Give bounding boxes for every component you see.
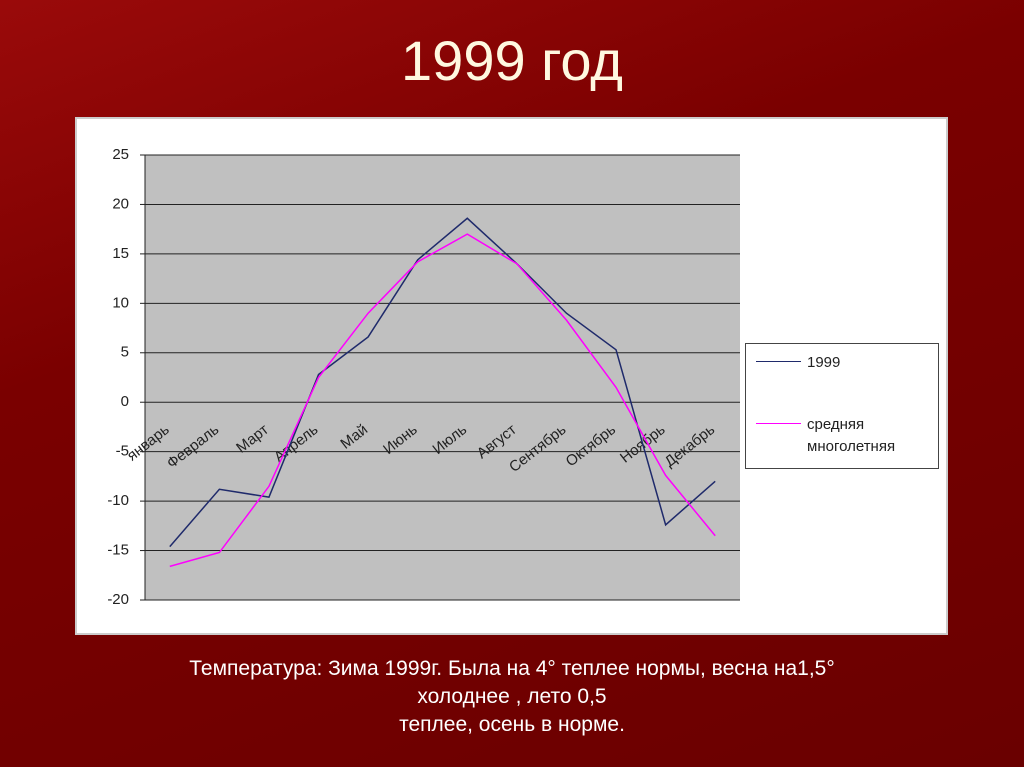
legend: 1999 средняя многолетняя: [745, 343, 939, 469]
series-line: [169, 217, 716, 548]
y-tick-label: 5: [121, 344, 129, 361]
legend-label: средняя многолетняя: [807, 416, 896, 455]
legend-swatch: [756, 361, 801, 362]
plot-area: [145, 155, 740, 600]
y-tick-label: 0: [121, 393, 129, 410]
caption-line: Температура: Зима 1999г. Была на 4° тепл…: [189, 657, 835, 680]
caption-line: теплее, осень в норме.: [399, 713, 625, 736]
legend-swatch: [756, 423, 801, 424]
series-line: [169, 233, 716, 568]
y-tick-label: 25: [112, 146, 129, 163]
y-tick-label: -10: [107, 492, 129, 509]
legend-entry: 1999: [756, 352, 932, 374]
legend-entry: средняя многолетняя: [756, 414, 932, 458]
y-tick-label: 15: [112, 245, 129, 262]
y-tick-label: -5: [116, 443, 129, 460]
slide-title: 1999 год: [401, 29, 623, 92]
y-tick-label: 10: [112, 294, 129, 311]
y-tick-label: 20: [112, 195, 129, 212]
y-tick-label: -20: [107, 591, 129, 608]
caption: Температура: Зима 1999г. Была на 4° тепл…: [0, 655, 1024, 739]
y-tick-label: -15: [107, 542, 129, 559]
legend-label: 1999: [807, 354, 841, 371]
caption-line: холоднее , лето 0,5: [417, 685, 607, 708]
